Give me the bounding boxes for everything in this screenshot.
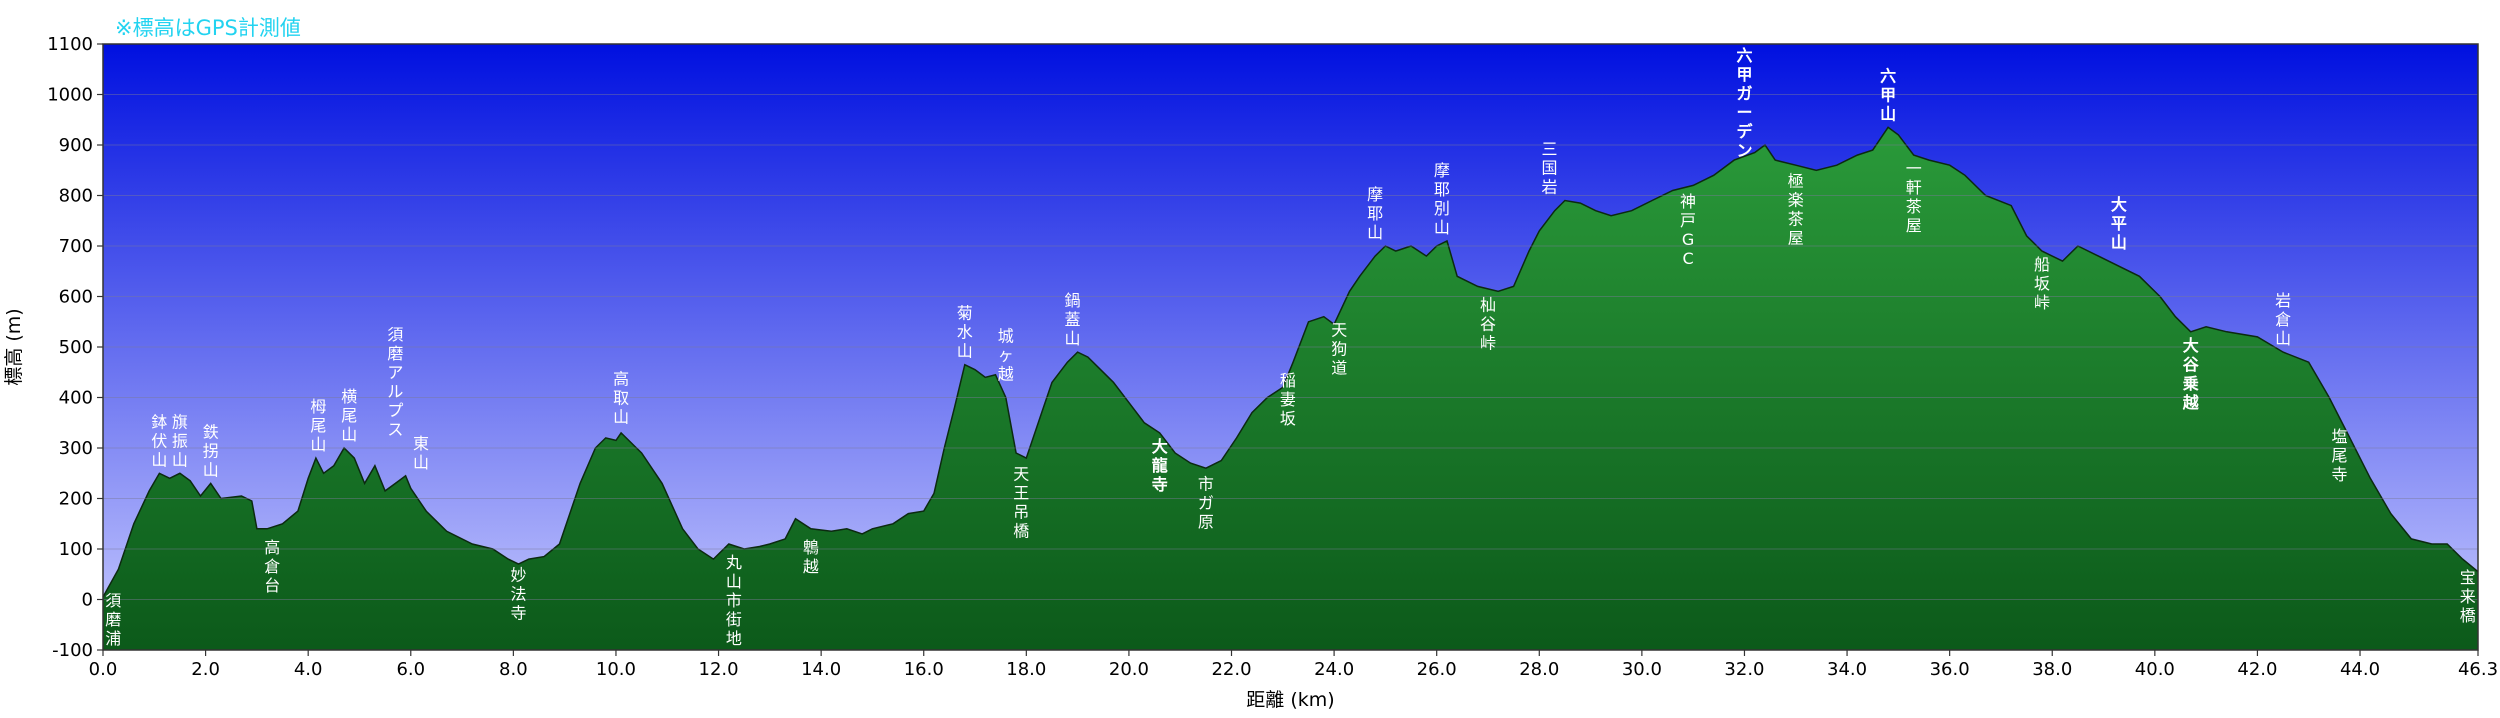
y-tick-label: 500 bbox=[59, 337, 93, 358]
x-tick-label: 34.0 bbox=[1827, 659, 1867, 680]
x-tick-label: 46.3 bbox=[2458, 659, 2498, 680]
landmark-label: 須磨浦 bbox=[105, 591, 121, 648]
landmark-label: 菊水山 bbox=[957, 304, 973, 361]
landmark-label: 極楽茶屋 bbox=[1788, 172, 1804, 248]
landmark-label: 市ガ原 bbox=[1198, 475, 1214, 532]
landmark-label: 六甲ガーデン bbox=[1736, 46, 1753, 160]
landmark-label: 六甲山 bbox=[1880, 66, 1896, 123]
landmark-label: 天狗道 bbox=[1331, 321, 1347, 378]
elevation-line bbox=[102, 126, 2479, 598]
landmark-label: 三国岩 bbox=[1542, 140, 1558, 197]
landmark-label: 鉢伏山 bbox=[151, 412, 167, 469]
x-tick-label: 18.0 bbox=[1006, 659, 1046, 680]
landmark-label: 摩耶別山 bbox=[1434, 161, 1450, 237]
x-tick-label: 32.0 bbox=[1724, 659, 1764, 680]
landmark-label: 船坂峠 bbox=[2034, 255, 2050, 312]
elevation-area bbox=[103, 127, 2478, 651]
x-tick-label: 38.0 bbox=[2032, 659, 2072, 680]
landmark-label: 天王吊橋 bbox=[1013, 465, 1029, 541]
landmark-label: 須磨アルプス bbox=[387, 325, 403, 439]
landmark-label: 横尾山 bbox=[341, 387, 357, 444]
x-tick-label: 12.0 bbox=[699, 659, 739, 680]
y-axis-title: 標高 (m) bbox=[3, 308, 25, 385]
landmark-label: 鍋蓋山 bbox=[1064, 291, 1080, 348]
y-tick-label: 100 bbox=[59, 539, 93, 560]
landmark-label: 大谷乗越 bbox=[2182, 336, 2200, 412]
y-tick-label: -100 bbox=[52, 640, 93, 661]
landmark-label: 鉄拐山 bbox=[203, 422, 219, 479]
x-tick-label: 42.0 bbox=[2237, 659, 2277, 680]
landmark-label: 塩尾寺 bbox=[2331, 427, 2347, 484]
y-tick-label: 900 bbox=[59, 135, 93, 156]
landmark-label: 高倉台 bbox=[264, 538, 280, 595]
landmark-label: 鵯越 bbox=[803, 538, 819, 576]
note-gps: ※標高はGPS計測値 bbox=[115, 16, 301, 40]
landmark-label: 大平山 bbox=[2111, 195, 2127, 252]
x-tick-label: 0.0 bbox=[89, 659, 118, 680]
y-tick-label: 800 bbox=[59, 186, 93, 207]
x-tick-label: 44.0 bbox=[2340, 659, 2380, 680]
x-tick-label: 26.0 bbox=[1417, 659, 1457, 680]
landmark-label: 一軒茶屋 bbox=[1906, 159, 1922, 235]
x-tick-label: 14.0 bbox=[801, 659, 841, 680]
landmark-label: 城ヶ越 bbox=[998, 326, 1014, 383]
x-tick-label: 20.0 bbox=[1109, 659, 1149, 680]
x-tick-label: 4.0 bbox=[294, 659, 323, 680]
landmark-label: 神戸 G C bbox=[1680, 192, 1696, 268]
landmark-label: 旗振山 bbox=[172, 412, 188, 469]
x-tick-label: 10.0 bbox=[596, 659, 636, 680]
landmark-label: 高取山 bbox=[613, 369, 629, 426]
y-tick-label: 200 bbox=[59, 489, 93, 510]
x-tick-label: 6.0 bbox=[396, 659, 425, 680]
x-tick-label: 30.0 bbox=[1622, 659, 1662, 680]
landmark-label: 丸山市街地 bbox=[726, 553, 742, 648]
landmark-label: 稲妻坂 bbox=[1280, 371, 1296, 428]
x-tick-label: 36.0 bbox=[1930, 659, 1970, 680]
landmark-label: 東山 bbox=[413, 434, 429, 472]
y-tick-label: 400 bbox=[59, 388, 93, 409]
y-tick-label: 600 bbox=[59, 287, 93, 308]
x-tick-label: 8.0 bbox=[499, 659, 528, 680]
landmark-label: 大龍寺 bbox=[1152, 437, 1168, 494]
x-tick-label: 40.0 bbox=[2135, 659, 2175, 680]
x-tick-label: 24.0 bbox=[1314, 659, 1354, 680]
landmark-label: 摩耶山 bbox=[1367, 185, 1383, 242]
x-tick-label: 16.0 bbox=[904, 659, 944, 680]
x-tick-label: 2.0 bbox=[191, 659, 220, 680]
y-tick-label: 1000 bbox=[47, 85, 93, 106]
y-tick-label: 0 bbox=[82, 590, 93, 611]
y-tick-label: 700 bbox=[59, 236, 93, 257]
x-axis-title: 距離 (km) bbox=[1246, 689, 1334, 711]
y-tick-label: 300 bbox=[59, 438, 93, 459]
landmark-label: 杣谷峠 bbox=[1480, 295, 1496, 352]
landmark-label: 栂尾山 bbox=[310, 397, 326, 454]
x-tick-label: 28.0 bbox=[1519, 659, 1559, 680]
landmark-label: 宝来橋 bbox=[2460, 568, 2476, 625]
y-tick-label: 1100 bbox=[47, 34, 93, 55]
landmark-label: 岩倉山 bbox=[2275, 291, 2291, 348]
x-tick-label: 22.0 bbox=[1211, 659, 1251, 680]
landmark-label: 妙法寺 bbox=[510, 566, 526, 623]
